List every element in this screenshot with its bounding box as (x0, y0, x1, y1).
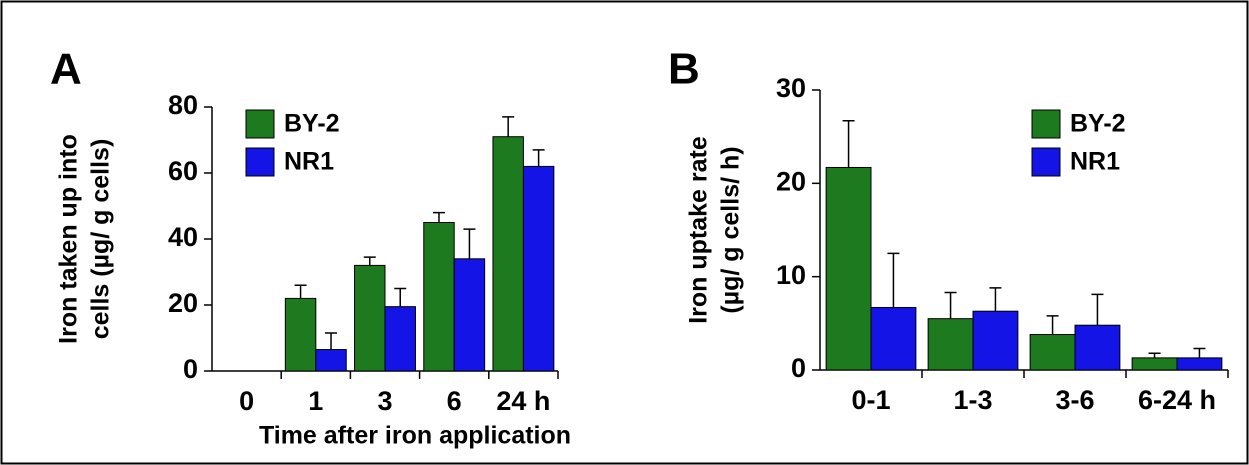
legend-label: BY-2 (284, 110, 340, 138)
legend-label: BY-2 (1070, 110, 1126, 138)
error-bar (432, 211, 445, 223)
legend-swatch (1031, 109, 1061, 139)
error-bar (1148, 352, 1161, 358)
error-bar (394, 287, 407, 307)
x-tick-label: 6-24 h (1138, 385, 1216, 415)
panel-label: B (668, 45, 700, 94)
y-axis-title: (µg/ g cells/ h) (717, 146, 745, 313)
error-bar (502, 116, 515, 137)
error-bar (1193, 347, 1206, 358)
x-tick-label: 0-1 (851, 385, 890, 415)
bar (453, 258, 486, 372)
bar (284, 297, 317, 372)
error-bar (842, 120, 855, 168)
error-bar (887, 252, 900, 308)
error-bar (463, 228, 476, 259)
bar (825, 166, 872, 371)
y-axis-title: cells (µg/ g cells) (87, 139, 115, 340)
legend-label: NR1 (1070, 148, 1120, 176)
bar (927, 318, 974, 371)
bar (492, 136, 524, 372)
bar (384, 306, 416, 372)
x-tick-label: 0 (239, 386, 254, 416)
error-bar (363, 256, 376, 266)
bar (1029, 334, 1076, 371)
error-bar (532, 149, 545, 167)
y-tick-label: 20 (776, 166, 806, 196)
error-bar (325, 332, 338, 350)
error-bar (1091, 293, 1104, 326)
x-tick-label: 1 (308, 386, 323, 416)
y-axis-title: Iron taken up into (55, 134, 83, 344)
y-tick-label: 10 (776, 260, 806, 290)
x-tick-label: 24 h (496, 386, 550, 416)
panel-label: A (50, 45, 82, 94)
y-tick-label: 80 (168, 90, 198, 120)
x-axis-title: Time after iron application (259, 422, 571, 450)
bar (1176, 357, 1223, 371)
bar (870, 306, 917, 371)
y-tick-label: 30 (776, 73, 806, 103)
error-bar (1046, 315, 1059, 335)
y-tick-label: 20 (168, 288, 198, 318)
legend-label: NR1 (284, 148, 334, 176)
bar (423, 222, 455, 372)
legend-swatch (245, 147, 275, 177)
error-bar (944, 291, 957, 319)
legend-swatch (245, 109, 275, 139)
bar (1131, 357, 1178, 371)
bar (522, 165, 555, 372)
y-tick-label: 0 (183, 354, 198, 384)
bar (972, 310, 1019, 371)
legend-swatch (1031, 147, 1061, 177)
error-bar (294, 284, 307, 299)
bar (354, 264, 386, 372)
error-bar (989, 287, 1002, 312)
bar (1074, 324, 1121, 371)
bar (315, 349, 347, 372)
y-tick-label: 40 (168, 222, 198, 252)
y-tick-label: 60 (168, 156, 198, 186)
y-tick-label: 0 (791, 353, 806, 383)
x-tick-label: 3 (377, 386, 392, 416)
x-tick-label: 1-3 (953, 385, 992, 415)
x-tick-label: 3-6 (1055, 385, 1094, 415)
y-axis-title: Iron uptake rate (685, 136, 713, 324)
x-tick-label: 6 (447, 386, 462, 416)
